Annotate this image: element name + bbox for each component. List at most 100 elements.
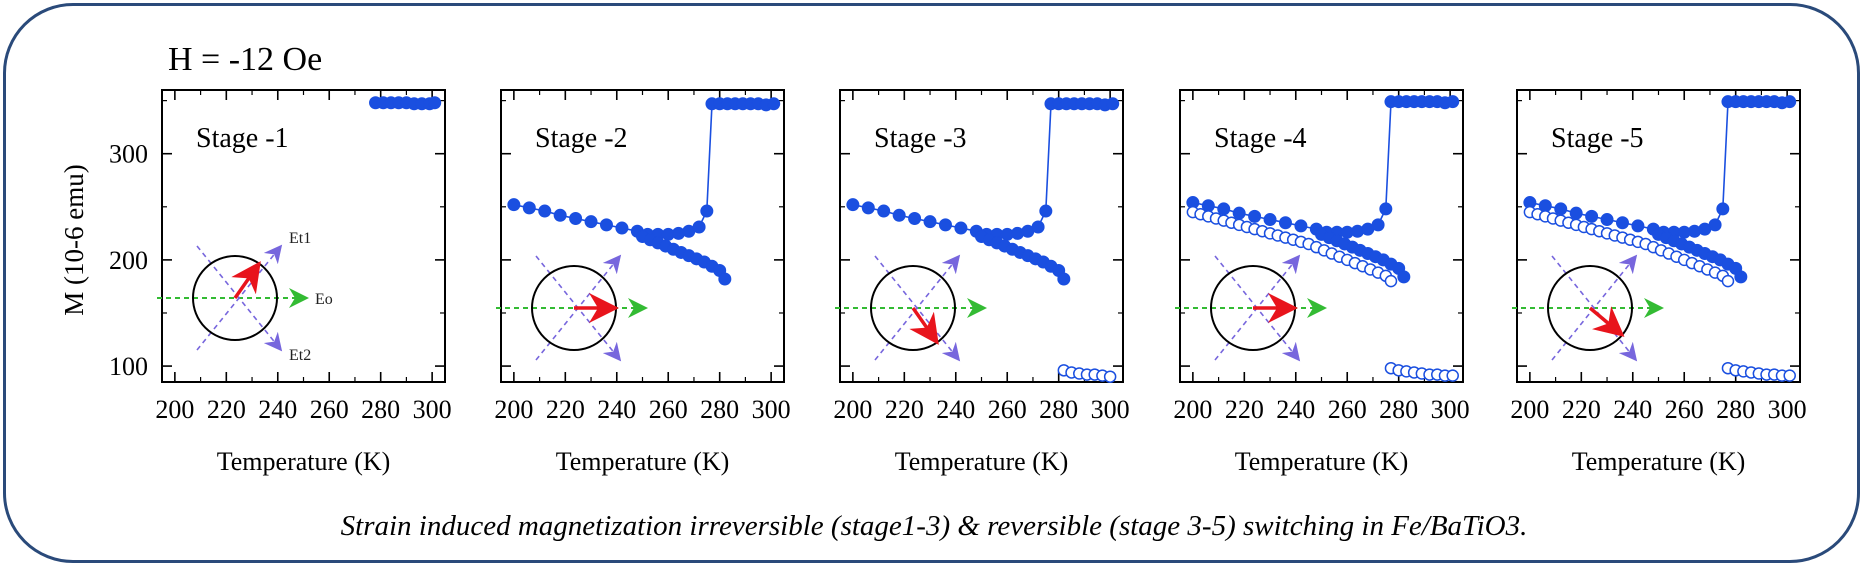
x-tick-label: 240 <box>936 395 975 424</box>
data-point <box>892 208 906 222</box>
data-point <box>507 198 521 212</box>
data-point <box>1397 270 1411 284</box>
data-point <box>1734 270 1748 284</box>
data-point-open <box>1384 274 1398 288</box>
data-point <box>692 220 706 234</box>
x-axis-label: Temperature (K) <box>556 447 730 476</box>
x-tick-label: 260 <box>310 395 349 424</box>
data-point <box>522 201 536 215</box>
header-label: H = -12 Oe <box>168 41 322 78</box>
x-tick-label: 240 <box>597 395 636 424</box>
data-point <box>1585 209 1599 223</box>
panel-stage-2: 200 220 240 260 280 300 Stage -2 Temperature (K… <box>494 89 791 476</box>
data-point <box>861 201 875 215</box>
x-tick-label: 300 <box>1431 395 1470 424</box>
data-point <box>1232 206 1246 220</box>
data-point <box>615 221 629 235</box>
x-axis-label: Temperature (K) <box>217 447 391 476</box>
data-point <box>938 218 952 232</box>
x-tick-label: 200 <box>1510 395 1549 424</box>
x-tick-label: 260 <box>1328 395 1367 424</box>
data-point <box>877 204 891 218</box>
x-axis-label: Temperature (K) <box>1235 447 1409 476</box>
data-point <box>1554 202 1568 216</box>
series-open <box>1057 364 1117 383</box>
polarization-inset <box>496 254 648 362</box>
y-tick-label: 100 <box>109 352 148 381</box>
stage-title: Stage -5 <box>1551 123 1644 154</box>
data-point <box>1371 218 1385 232</box>
polarization-inset <box>835 254 987 362</box>
caption: Strain induced magnetization irreversibl… <box>341 510 1528 542</box>
data-point <box>1569 206 1583 220</box>
panel-stage-4: 200 220 240 260 280 300 Stage -4 Temperature (K… <box>1173 89 1470 476</box>
stage-title: Stage -3 <box>874 123 967 154</box>
series-line <box>1529 100 1790 234</box>
x-tick-label: 260 <box>649 395 688 424</box>
x-tick-label: 280 <box>1039 395 1078 424</box>
data-point <box>1294 219 1308 233</box>
x-tick-label: 300 <box>1768 395 1807 424</box>
inset-label: Et1 <box>289 230 311 247</box>
data-point <box>1600 213 1614 227</box>
data-point-open <box>1721 274 1735 288</box>
x-tick-label: 240 <box>1613 395 1652 424</box>
series-open <box>1721 361 1796 382</box>
series-open <box>1384 361 1459 382</box>
stage-title: Stage -2 <box>535 123 628 154</box>
polarization-inset <box>1512 254 1664 362</box>
data-point <box>1106 97 1120 111</box>
x-tick-label: 280 <box>361 395 400 424</box>
x-tick-label: 280 <box>1379 395 1418 424</box>
panel-stage-3: 200 220 240 260 280 300 Stage -3 Temperature (K… <box>833 89 1130 476</box>
data-point <box>1031 220 1045 234</box>
data-point <box>1708 218 1722 232</box>
x-tick-label: 220 <box>546 395 585 424</box>
inset-circle <box>1547 265 1633 351</box>
data-point-open <box>1783 369 1796 382</box>
series-filled <box>1652 227 1748 284</box>
x-tick-label: 300 <box>752 395 791 424</box>
data-point <box>908 211 922 225</box>
x-tick-label: 260 <box>988 395 1027 424</box>
data-point <box>1039 204 1053 218</box>
inset-circle <box>192 255 278 341</box>
data-point <box>1263 213 1277 227</box>
x-axis-label: Temperature (K) <box>1572 447 1746 476</box>
x-tick-label: 260 <box>1665 395 1704 424</box>
x-tick-label: 220 <box>207 395 246 424</box>
data-point <box>718 272 732 286</box>
stage-title: Stage -4 <box>1214 123 1307 154</box>
data-point <box>1631 219 1645 233</box>
inset-label: Eo <box>315 291 333 308</box>
inset-label: Et2 <box>289 347 311 364</box>
data-point <box>1278 216 1292 230</box>
data-point-open <box>1446 369 1459 382</box>
x-tick-label: 280 <box>700 395 739 424</box>
data-point <box>700 204 714 218</box>
inset-circle <box>870 265 956 351</box>
x-tick-label: 300 <box>413 395 452 424</box>
series-filled <box>1523 95 1797 239</box>
x-tick-label: 300 <box>1091 395 1130 424</box>
data-point <box>553 208 567 222</box>
data-point <box>767 97 781 111</box>
series-filled <box>507 97 781 241</box>
data-point <box>599 218 613 232</box>
series-filled <box>636 230 732 286</box>
series-filled <box>846 97 1120 241</box>
polarization-inset: Et1 Eo Et2 <box>157 230 333 364</box>
data-point <box>1379 202 1393 216</box>
polarization-inset <box>1175 254 1327 362</box>
rounded-frame <box>3 3 1860 563</box>
data-point <box>846 198 860 212</box>
data-point <box>1783 95 1797 109</box>
data-point <box>569 211 583 225</box>
x-tick-label: 240 <box>1276 395 1315 424</box>
data-point <box>1446 95 1460 109</box>
data-point-open <box>1103 370 1117 383</box>
data-point <box>1057 272 1071 286</box>
x-tick-label: 220 <box>885 395 924 424</box>
